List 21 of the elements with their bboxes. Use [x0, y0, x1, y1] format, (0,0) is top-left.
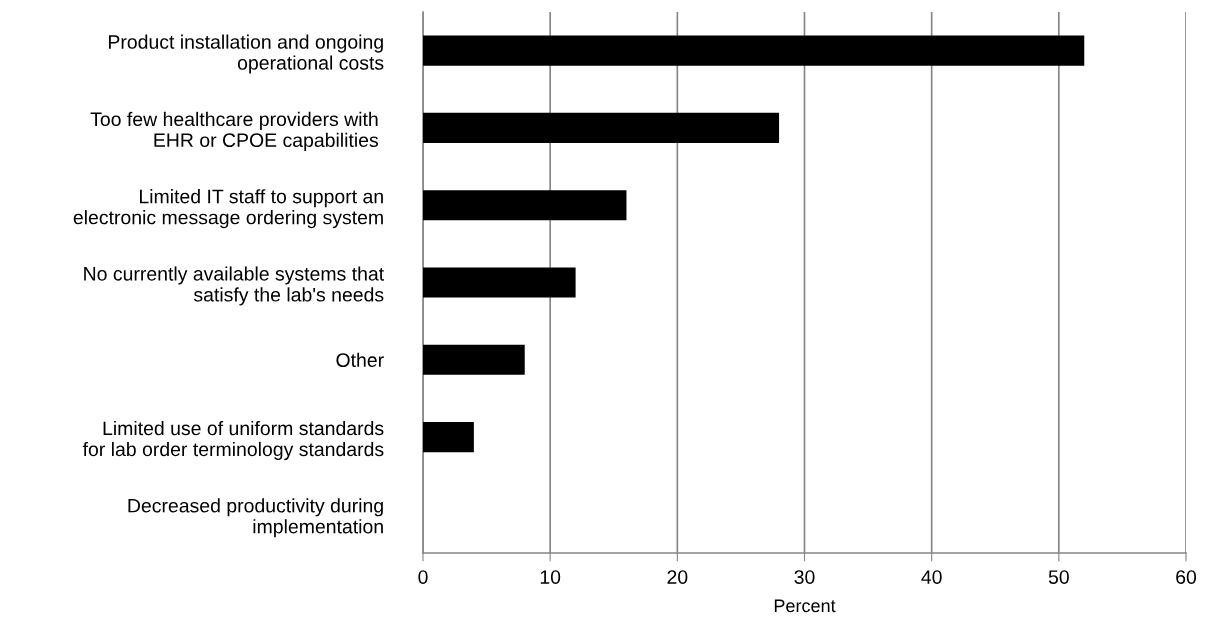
x-tick-label: 0: [418, 570, 428, 584]
bar: [423, 267, 576, 298]
x-tick-label: 20: [667, 570, 688, 584]
x-axis-title: Percent: [774, 599, 836, 613]
y-tick-label: Decreased productivity during implementation: [128, 498, 383, 538]
y-tick-label: Product installation and ongoing operational costs: [108, 34, 384, 74]
bar: [423, 35, 1085, 66]
bar: [423, 422, 474, 453]
y-tick-label: Too few healthcare providers with EHR or CPOE capabilities: [90, 111, 379, 151]
y-tick-label: No currently available systems that satisfy the lab's needs: [84, 266, 384, 306]
x-tick-label: 50: [1048, 570, 1069, 584]
x-tick-label: 10: [540, 570, 561, 584]
x-tick-label: 30: [794, 570, 815, 584]
x-tick-label: 40: [921, 570, 942, 584]
x-tick-label: 60: [1176, 570, 1197, 584]
bar: [423, 190, 627, 221]
y-tick-label: Limited IT staff to support an electronic message ordering system: [73, 189, 383, 229]
bar: [423, 112, 780, 143]
y-tick-label: Limited use of uniform standards for lab order terminology standards: [82, 420, 384, 461]
y-tick-label: Other: [336, 352, 384, 368]
bar: [423, 344, 525, 375]
